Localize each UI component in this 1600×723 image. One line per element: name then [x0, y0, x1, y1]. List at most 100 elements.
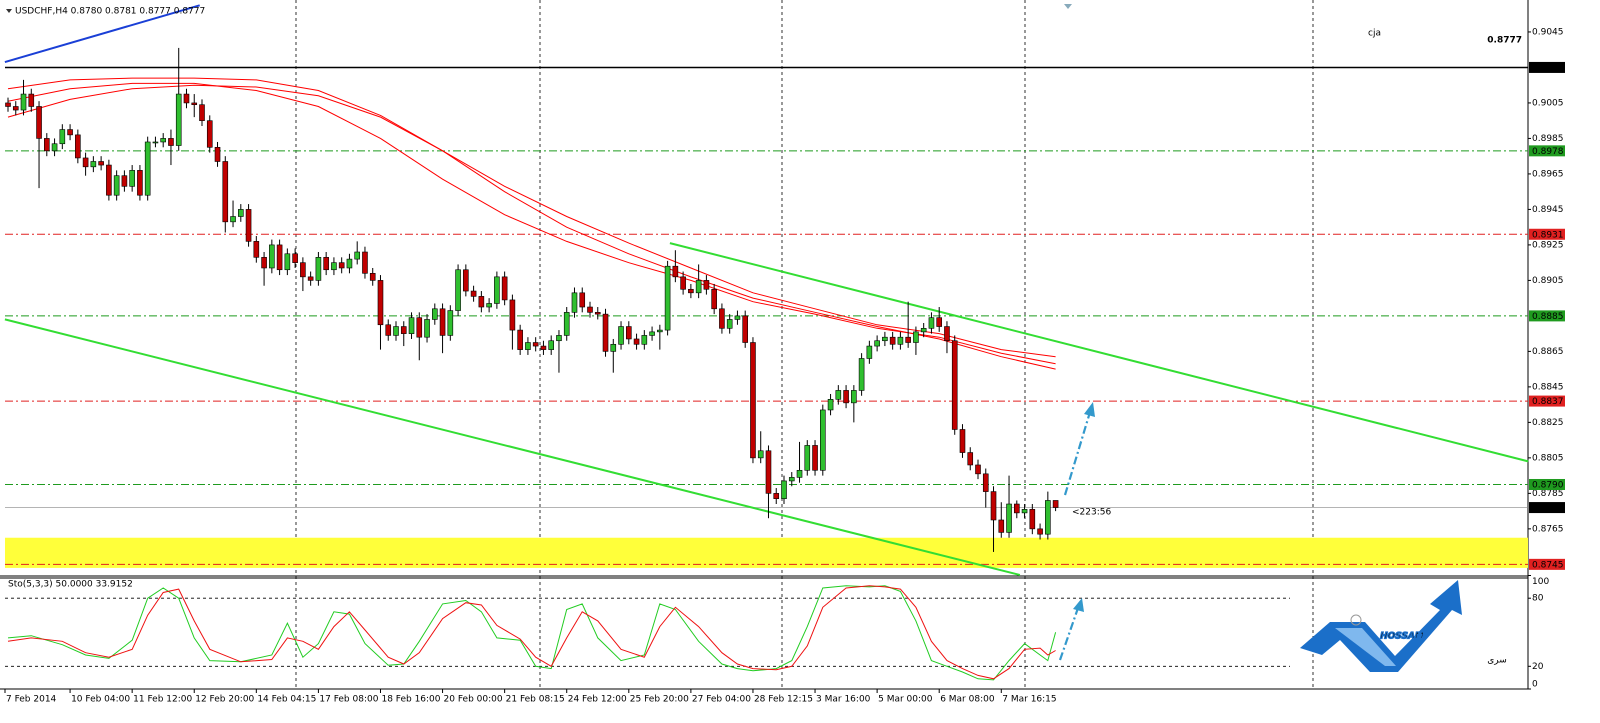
candle-body	[144, 141, 151, 196]
y-tick-label: 80	[1532, 594, 1544, 604]
candle-body	[664, 265, 671, 331]
candle-body	[160, 138, 166, 143]
candle-body	[920, 328, 927, 333]
candle-body	[222, 161, 229, 223]
price-level-label: 0.8777	[1532, 504, 1564, 514]
candle-body	[998, 519, 1005, 533]
candle-body	[781, 480, 787, 499]
candle-body	[944, 326, 950, 342]
candle-body	[587, 306, 593, 313]
y-tick-label: 0.9045	[1532, 27, 1564, 37]
candle-body	[951, 340, 958, 430]
moving-average	[7, 82, 1056, 365]
x-tick-label: 24 Feb 12:00	[568, 695, 627, 705]
arrow-head	[1073, 598, 1084, 612]
x-tick-label: 21 Feb 08:15	[506, 695, 565, 705]
candle-body	[284, 253, 291, 271]
candle-body	[206, 120, 213, 148]
x-tick-label: 28 Feb 12:15	[754, 695, 813, 705]
x-tick-label: 10 Feb 04:00	[71, 695, 130, 705]
price-level-box	[1529, 478, 1565, 490]
price-level-label: 0.9025	[1532, 63, 1564, 73]
y-tick-label: 0.9005	[1532, 98, 1564, 108]
candle-body	[734, 315, 741, 320]
candle-body	[191, 102, 198, 106]
candle-body	[982, 473, 989, 492]
oscillator-line	[7, 585, 1056, 680]
candle-body	[269, 244, 275, 269]
candle-body	[393, 326, 399, 336]
candle-body	[827, 399, 834, 411]
candle-body	[975, 464, 981, 475]
x-tick-label: 25 Feb 20:00	[630, 695, 689, 705]
price-level-box	[1529, 61, 1565, 73]
mid-layer	[4, 4, 1529, 681]
price-level-box	[1529, 228, 1565, 240]
candle-body	[874, 340, 880, 347]
candle-body	[750, 342, 756, 459]
y-tick-label: 0.8825	[1532, 418, 1564, 428]
logo-subtext: سرى	[1487, 656, 1507, 666]
x-tick-label: 12 Feb 20:00	[195, 695, 254, 705]
candle-body	[633, 338, 640, 345]
candle-body	[688, 288, 694, 294]
candle-body	[354, 251, 361, 260]
oscillator-line	[7, 585, 1057, 681]
candle-body	[51, 143, 58, 152]
chart-title: USDCHF,H4 0.8780 0.8781 0.8777 0.8777	[15, 7, 205, 17]
trend-line	[4, 4, 200, 64]
candle-body	[851, 390, 857, 404]
candle-body	[905, 336, 911, 343]
candle-body	[199, 104, 205, 121]
candle-body	[1021, 509, 1028, 514]
candle-body	[385, 324, 392, 336]
candle-body	[672, 265, 679, 278]
candle-body	[463, 269, 469, 292]
candle-body	[610, 343, 617, 352]
candle-body	[276, 244, 283, 271]
back-layer	[0, 0, 1529, 690]
candle-body	[307, 276, 314, 281]
candle-body	[129, 170, 135, 187]
candle-body	[548, 340, 555, 350]
x-tick-label: 20 Feb 00:00	[444, 695, 503, 705]
y-tick-label: 0.8805	[1532, 453, 1564, 463]
x-tick-label: 7 Mar 16:15	[1002, 695, 1056, 705]
candle-body	[835, 390, 842, 400]
candle-body	[82, 157, 89, 168]
logo-text: HOSSAM	[1380, 632, 1424, 642]
candle-body	[788, 477, 795, 482]
candle-body	[106, 164, 112, 196]
candle-body	[478, 296, 485, 308]
price-level-label: 0.8745	[1532, 560, 1564, 570]
candle-body	[416, 317, 423, 338]
candle-body	[253, 241, 260, 258]
price-level-box	[1529, 310, 1565, 322]
candle-body	[113, 175, 120, 196]
candle-body	[408, 317, 415, 334]
price-level-label: 0.8790	[1532, 480, 1564, 490]
candle-body	[680, 276, 686, 290]
candle-body	[346, 258, 353, 269]
y-tick-label: 0.8905	[1532, 276, 1564, 286]
support-zone	[5, 537, 1528, 568]
candle-body	[618, 326, 624, 345]
candle-body	[12, 106, 19, 111]
indicator-title: Sto(5,3,3) 50.0000 33.9152	[8, 580, 133, 590]
candle-body	[175, 93, 182, 146]
y-tick-label: 0.8785	[1532, 489, 1564, 499]
candle-body	[540, 345, 547, 350]
candle-body	[571, 292, 578, 313]
candle-body	[121, 175, 128, 187]
candle-body	[455, 269, 461, 311]
moving-average	[7, 84, 1056, 370]
y-tick-label: 0.8925	[1532, 240, 1564, 250]
tag: cja	[1368, 29, 1381, 39]
candle-body	[137, 170, 143, 196]
candle-body	[889, 336, 896, 345]
candle-body	[261, 257, 267, 269]
candle-body	[323, 257, 329, 271]
candle-body	[649, 331, 655, 336]
candle-body	[300, 262, 306, 278]
